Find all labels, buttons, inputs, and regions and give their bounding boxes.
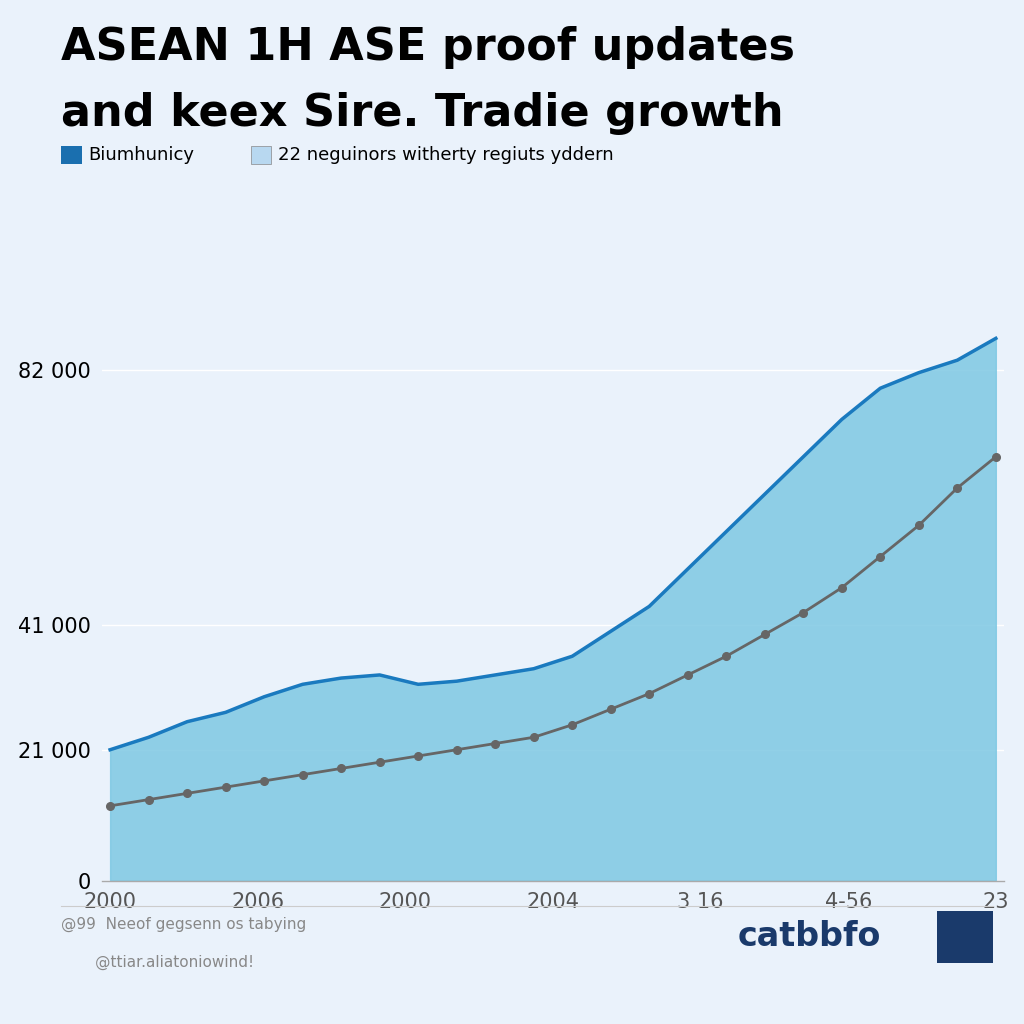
Text: and keex Sire. Tradie growth: and keex Sire. Tradie growth bbox=[61, 92, 784, 135]
Text: 22 neguinors witherty regiuts yddern: 22 neguinors witherty regiuts yddern bbox=[278, 145, 613, 164]
Text: Biumhunicy: Biumhunicy bbox=[88, 145, 195, 164]
Text: catbbfo: catbbfo bbox=[737, 921, 881, 953]
Text: ↗: ↗ bbox=[954, 925, 976, 949]
Text: ASEAN 1H ASE proof updates: ASEAN 1H ASE proof updates bbox=[61, 26, 796, 69]
Text: @ttiar.aliatoniowind!: @ttiar.aliatoniowind! bbox=[61, 954, 254, 970]
Text: @99  Neeof gegsenn os tabying: @99 Neeof gegsenn os tabying bbox=[61, 916, 307, 932]
